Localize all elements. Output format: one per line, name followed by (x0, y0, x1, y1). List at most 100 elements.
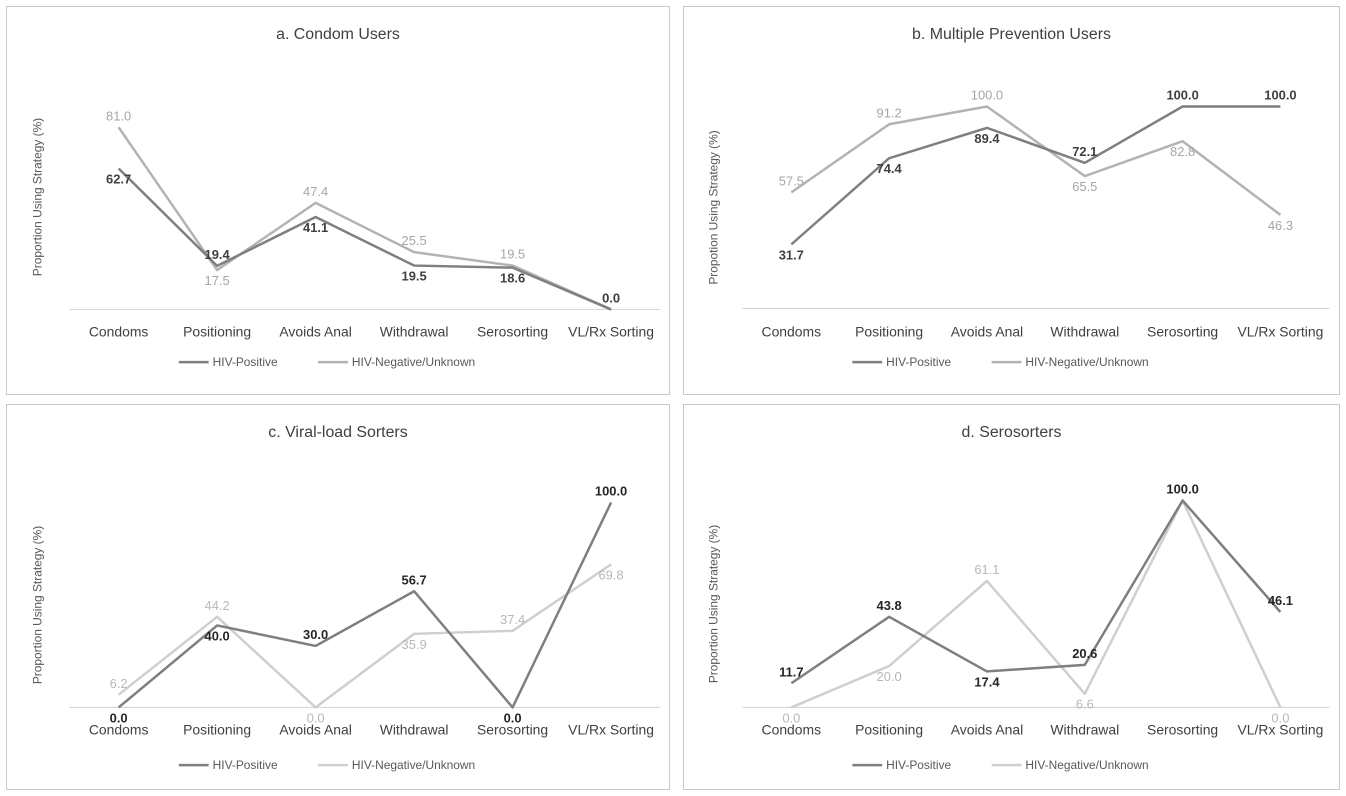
series-line-hiv-positive (117, 501, 613, 709)
x-tick-label-vl-rx-sorting: VL/Rx Sorting (568, 323, 654, 339)
series-line-hiv-positive (117, 167, 612, 311)
x-tick-label-serosorting: Serosorting (477, 721, 548, 737)
x-tick-label-serosorting: Serosorting (1147, 721, 1218, 737)
data-label-hiv-positive: 74.4 (877, 161, 903, 176)
data-label-hiv-positive: 100.0 (1166, 88, 1198, 103)
data-label-hiv-positive: 0.0 (504, 710, 522, 725)
legend-entry-hiv-positive: HIV-Positive (886, 355, 951, 369)
data-label-hiv-positive: 17.4 (974, 674, 1000, 689)
x-tick-label-vl-rx-sorting: VL/Rx Sorting (568, 721, 654, 737)
x-tick-label-positioning: Positioning (855, 721, 923, 737)
y-axis-label: Proportion Using Strategy (%) (31, 118, 45, 276)
data-label-hiv-negative-unknown: 20.0 (877, 669, 902, 684)
x-tick-label-vl-rx-sorting: VL/Rx Sorting (1238, 323, 1324, 339)
x-tick-label-avoids-anal: Avoids Anal (951, 721, 1023, 737)
chart-panel-multiple-prevention-users: b. Multiple Prevention Users Propotion Us… (683, 6, 1340, 395)
chart-title: a. Condom Users (276, 26, 400, 43)
x-tick-label-withdrawal: Withdrawal (1050, 323, 1119, 339)
x-tick-label-withdrawal: Withdrawal (1050, 721, 1119, 737)
data-label-hiv-negative-unknown: 0.0 (1271, 710, 1289, 725)
data-label-hiv-positive: 18.6 (500, 271, 525, 286)
line-chart: b. Multiple Prevention Users Propotion Us… (707, 26, 1330, 369)
x-tick-label-positioning: Positioning (183, 721, 251, 737)
data-label-hiv-positive: 56.7 (402, 572, 427, 587)
data-label-hiv-positive: 100.0 (1264, 88, 1296, 103)
data-label-hiv-positive: 11.7 (779, 664, 803, 679)
x-tick-label-withdrawal: Withdrawal (380, 323, 449, 339)
data-label-hiv-negative-unknown: 37.4 (500, 612, 525, 627)
series-line-hiv-negative-unknown (117, 126, 612, 311)
data-label-hiv-negative-unknown: 61.1 (974, 562, 999, 577)
legend-entry-hiv-negative-unknown: HIV-Negative/Unknown (352, 355, 475, 369)
data-label-hiv-positive: 89.4 (974, 131, 1000, 146)
series-line-hiv-positive (790, 499, 1282, 685)
data-label-hiv-positive: 43.8 (877, 598, 902, 613)
x-tick-label-avoids-anal: Avoids Anal (279, 721, 351, 737)
x-tick-label-condoms: Condoms (762, 323, 822, 339)
data-label-hiv-negative-unknown: 82.8 (1170, 144, 1195, 159)
data-label-hiv-negative-unknown: 0.0 (307, 710, 325, 725)
chart-panel-condom-users: a. Condom Users Proportion Using Strategy… (6, 6, 670, 395)
data-label-hiv-positive: 46.1 (1268, 593, 1293, 608)
legend-entry-hiv-negative-unknown: HIV-Negative/Unknown (1025, 758, 1148, 772)
chart-title: b. Multiple Prevention Users (912, 26, 1111, 43)
data-label-hiv-positive: 41.1 (303, 220, 328, 235)
series-line-hiv-positive (790, 105, 1281, 246)
chart-panel-serosorters: d. Serosorters Proportion Using Strategy … (683, 404, 1340, 790)
data-label-hiv-negative-unknown: 6.2 (110, 676, 128, 691)
series-line-hiv-negative-unknown (790, 105, 1282, 216)
data-label-hiv-negative-unknown: 25.5 (402, 233, 427, 248)
data-label-hiv-positive: 100.0 (1166, 482, 1198, 497)
data-label-hiv-positive: 19.4 (205, 247, 231, 262)
x-tick-label-serosorting: Serosorting (1147, 323, 1218, 339)
data-label-hiv-negative-unknown: 47.4 (303, 184, 328, 199)
data-label-hiv-positive: 62.7 (106, 171, 131, 186)
x-tick-label-avoids-anal: Avoids Anal (279, 323, 351, 339)
data-label-hiv-negative-unknown: 35.9 (402, 637, 427, 652)
x-tick-label-condoms: Condoms (762, 721, 822, 737)
data-label-hiv-positive: 40.0 (205, 628, 230, 643)
x-tick-label-condoms: Condoms (89, 323, 149, 339)
line-chart: c. Viral-load Sorters Proportion Using St… (31, 424, 661, 772)
data-label-hiv-positive: 30.0 (303, 627, 328, 642)
x-tick-label-condoms: Condoms (89, 721, 149, 737)
x-tick-label-withdrawal: Withdrawal (380, 721, 449, 737)
y-axis-label: Propotion Using Strategy (%) (707, 130, 721, 284)
data-label-hiv-positive: 0.0 (602, 290, 620, 305)
data-label-hiv-positive: 19.5 (402, 269, 427, 284)
chart-title: c. Viral-load Sorters (268, 424, 407, 441)
y-axis-label: Proportion Using Strategy (%) (707, 525, 721, 683)
x-tick-label-serosorting: Serosorting (477, 323, 548, 339)
data-label-hiv-negative-unknown: 46.3 (1268, 218, 1293, 233)
data-label-hiv-negative-unknown: 19.5 (500, 247, 525, 262)
line-chart: a. Condom Users Proportion Using Strategy… (31, 26, 661, 369)
legend-entry-hiv-positive: HIV-Positive (886, 758, 951, 772)
data-label-hiv-positive: 72.1 (1072, 144, 1097, 159)
series-line-hiv-negative-unknown (790, 499, 1282, 709)
data-label-hiv-negative-unknown: 91.2 (877, 105, 902, 120)
data-label-hiv-positive: 100.0 (595, 484, 627, 499)
data-label-hiv-negative-unknown: 100.0 (971, 88, 1003, 103)
data-label-hiv-negative-unknown: 65.5 (1072, 179, 1097, 194)
legend-entry-hiv-positive: HIV-Positive (213, 758, 278, 772)
data-label-hiv-positive: 20.6 (1072, 646, 1097, 661)
x-tick-label-avoids-anal: Avoids Anal (951, 323, 1023, 339)
data-label-hiv-positive: 31.7 (779, 247, 804, 262)
legend-entry-hiv-negative-unknown: HIV-Negative/Unknown (352, 758, 475, 772)
y-axis-label: Proportion Using Strategy (%) (31, 526, 45, 684)
data-label-hiv-negative-unknown: 44.2 (205, 598, 230, 613)
chart-title: d. Serosorters (962, 424, 1062, 441)
data-label-hiv-negative-unknown: 57.5 (779, 173, 804, 188)
x-tick-label-positioning: Positioning (855, 323, 923, 339)
legend-entry-hiv-positive: HIV-Positive (213, 355, 278, 369)
line-chart: d. Serosorters Proportion Using Strategy … (707, 424, 1330, 772)
series-line-hiv-negative-unknown (117, 563, 612, 709)
data-label-hiv-negative-unknown: 6.6 (1076, 697, 1094, 712)
x-tick-label-vl-rx-sorting: VL/Rx Sorting (1238, 721, 1324, 737)
data-label-hiv-negative-unknown: 81.0 (106, 108, 131, 123)
data-label-hiv-negative-unknown: 69.8 (598, 567, 623, 582)
data-label-hiv-negative-unknown: 100.0 (1166, 482, 1198, 497)
data-label-hiv-negative-unknown: 17.5 (205, 273, 230, 288)
x-tick-label-positioning: Positioning (183, 323, 251, 339)
chart-panel-viral-load-sorters: c. Viral-load Sorters Proportion Using St… (6, 404, 670, 790)
